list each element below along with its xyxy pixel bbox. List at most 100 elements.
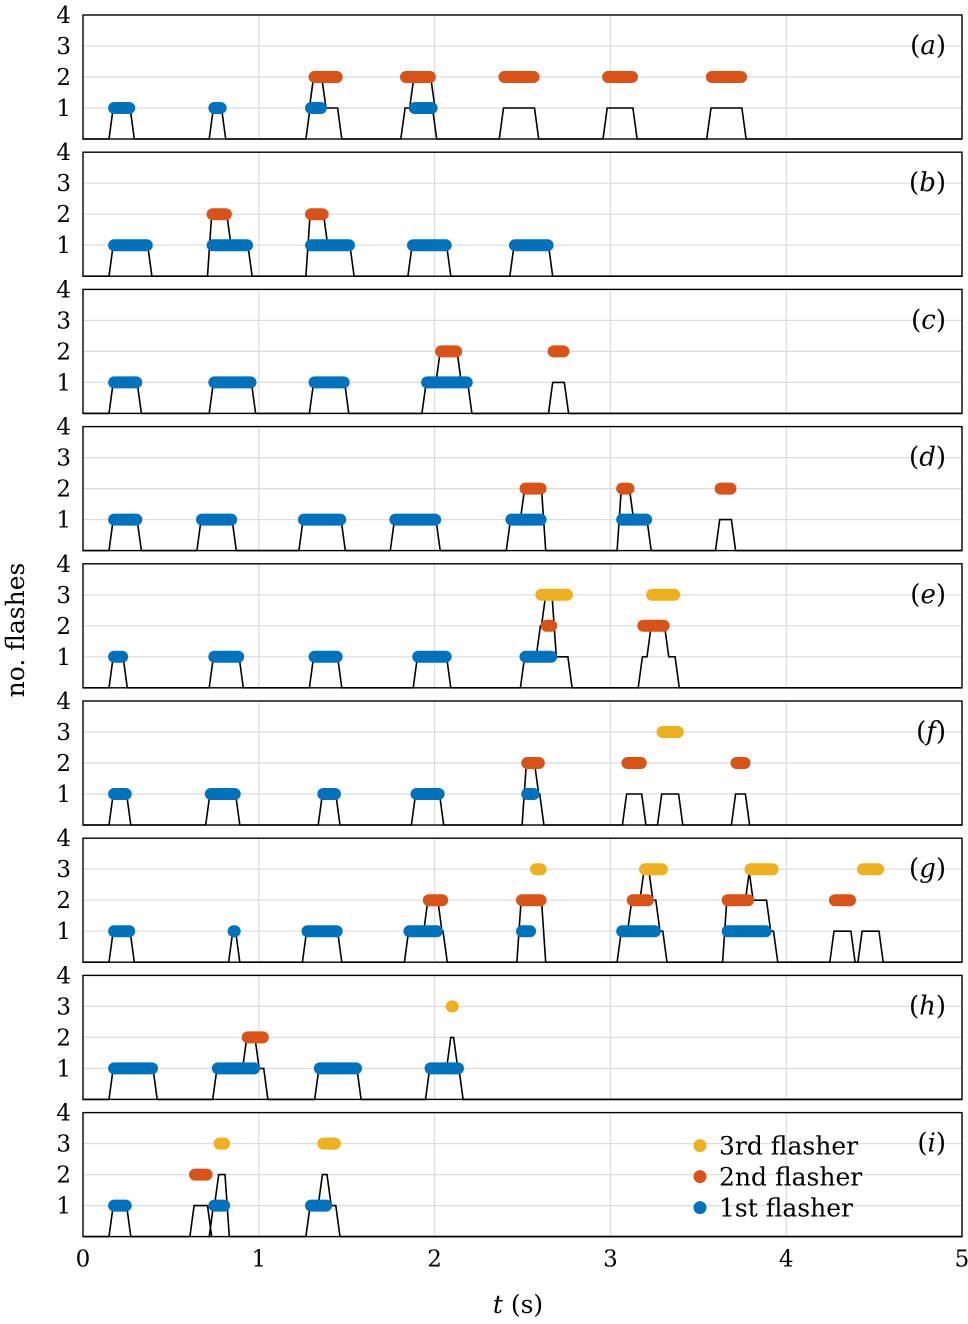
y-tick-label: 3 [56, 720, 71, 746]
y-tick-label: 3 [56, 1132, 71, 1158]
panel-frame [82, 425, 963, 552]
y-tick-label: 3 [56, 994, 71, 1020]
panel-tag-open: ( [909, 168, 919, 198]
legend-label: 1st flasher [719, 1194, 853, 1223]
y-tick-label: 2 [56, 614, 71, 640]
panel-frame [82, 974, 963, 1101]
panel-frame [82, 1111, 963, 1238]
y-tick-label: 1 [56, 508, 71, 534]
panel-b: 1 2 3 4 (b) [56, 140, 963, 277]
legend-marker-level-3 [693, 1139, 707, 1153]
y-tick-label: 4 [56, 963, 71, 989]
y-tick-label: 1 [56, 370, 71, 396]
y-tick-label: 4 [56, 140, 71, 166]
y-tick-label: 1 [56, 645, 71, 671]
panel-tag: (f) [916, 717, 946, 747]
panel-frame [82, 837, 963, 963]
panel-e: 1 2 3 4 (e) [56, 552, 963, 689]
y-tick-label: 2 [56, 1163, 71, 1189]
legend-label: 3rd flasher [719, 1132, 858, 1161]
panel-f: 1 2 3 4 (f) [56, 689, 963, 826]
panel-tag: (g) [909, 854, 946, 884]
panel-tag-open: ( [910, 580, 920, 610]
panel-tag-close: ) [936, 717, 946, 747]
x-axis-label-var: t [493, 1290, 504, 1319]
x-tick-label: 2 [427, 1247, 442, 1273]
panel-tag-letter: c [921, 305, 936, 335]
panel-tag-letter: i [928, 1129, 936, 1159]
y-tick-label: 1 [56, 1056, 71, 1082]
panel-tag: (b) [909, 168, 946, 198]
panel-frame [82, 14, 963, 140]
panel-tag-close: ) [936, 305, 946, 335]
panels-group: 1234(a)1234(b)1234(c)1234(d)1234(e)1234(… [56, 3, 968, 1273]
y-tick-label: 3 [56, 308, 71, 334]
legend-label: 2nd flasher [719, 1163, 862, 1192]
panel-frame [82, 151, 963, 277]
y-tick-label: 3 [56, 34, 71, 60]
panel-tag-open: ( [911, 305, 921, 335]
x-tick-label: 4 [779, 1247, 794, 1273]
panel-tag-close: ) [936, 168, 946, 198]
y-tick-label: 1 [56, 919, 71, 945]
x-axis-label: t (s) [493, 1290, 543, 1319]
y-tick-label: 2 [56, 202, 71, 228]
panel-frame [82, 700, 963, 826]
panel-tag-letter: g [919, 854, 936, 884]
panel-tag-close: ) [936, 443, 946, 473]
y-tick-label: 4 [56, 552, 71, 578]
panel-a: 1 2 3 4 (a) [56, 3, 963, 140]
panel-tag-letter: b [919, 168, 936, 198]
y-tick-label: 1 [56, 233, 71, 259]
y-tick-label: 2 [56, 477, 71, 503]
panel-g: 1 2 3 4 (g) [56, 826, 963, 963]
y-tick-label: 1 [56, 96, 71, 122]
panel-tag-close: ) [936, 854, 946, 884]
panel-h: 1 2 3 4 (h) [56, 963, 963, 1101]
y-tick-label: 4 [56, 1101, 71, 1127]
panel-tag-open: ( [917, 1129, 927, 1159]
panel-tag-close: ) [936, 991, 946, 1021]
y-tick-label: 2 [56, 339, 71, 365]
panel-tag: (e) [910, 580, 946, 610]
panel-tag: (h) [909, 991, 946, 1021]
y-tick-label: 3 [56, 171, 71, 197]
panel-tag: (i) [917, 1129, 946, 1159]
panel-tag: (c) [911, 305, 946, 335]
y-tick-label: 2 [56, 888, 71, 914]
x-tick-label: 3 [603, 1247, 618, 1273]
y-tick-label: 3 [56, 446, 71, 472]
panel-tag-letter: a [920, 31, 936, 61]
legend-marker-level-1 [693, 1201, 707, 1215]
y-tick-label: 4 [56, 415, 71, 441]
panel-tag-open: ( [909, 991, 919, 1021]
y-tick-label: 4 [56, 689, 71, 715]
y-tick-label: 2 [56, 1025, 71, 1051]
y-tick-label: 3 [56, 857, 71, 883]
panel-tag-close: ) [936, 1129, 946, 1159]
panel-tag-open: ( [909, 443, 919, 473]
y-tick-label: 3 [56, 583, 71, 609]
x-axis-label-unit: (s) [503, 1290, 543, 1319]
x-tick-label: 0 [76, 1247, 91, 1273]
legend-marker-level-2 [693, 1170, 707, 1184]
x-tick-label: 1 [251, 1247, 266, 1273]
flash-count-trace [83, 594, 962, 689]
panel-tag: (d) [909, 443, 946, 473]
y-tick-label: 4 [56, 826, 71, 852]
y-axis-label: no. flashes [1, 563, 30, 698]
panel-frame [82, 563, 963, 689]
panel-frame [82, 288, 963, 415]
flash-count-trace [83, 868, 962, 963]
y-tick-label: 2 [56, 65, 71, 91]
panel-tag-letter: e [920, 580, 935, 610]
panel-tag-open: ( [916, 717, 926, 747]
y-tick-label: 4 [56, 277, 71, 303]
panel-tag-close: ) [936, 580, 946, 610]
y-tick-label: 1 [56, 1194, 71, 1220]
y-tick-label: 2 [56, 751, 71, 777]
flash-count-trace [83, 76, 962, 140]
